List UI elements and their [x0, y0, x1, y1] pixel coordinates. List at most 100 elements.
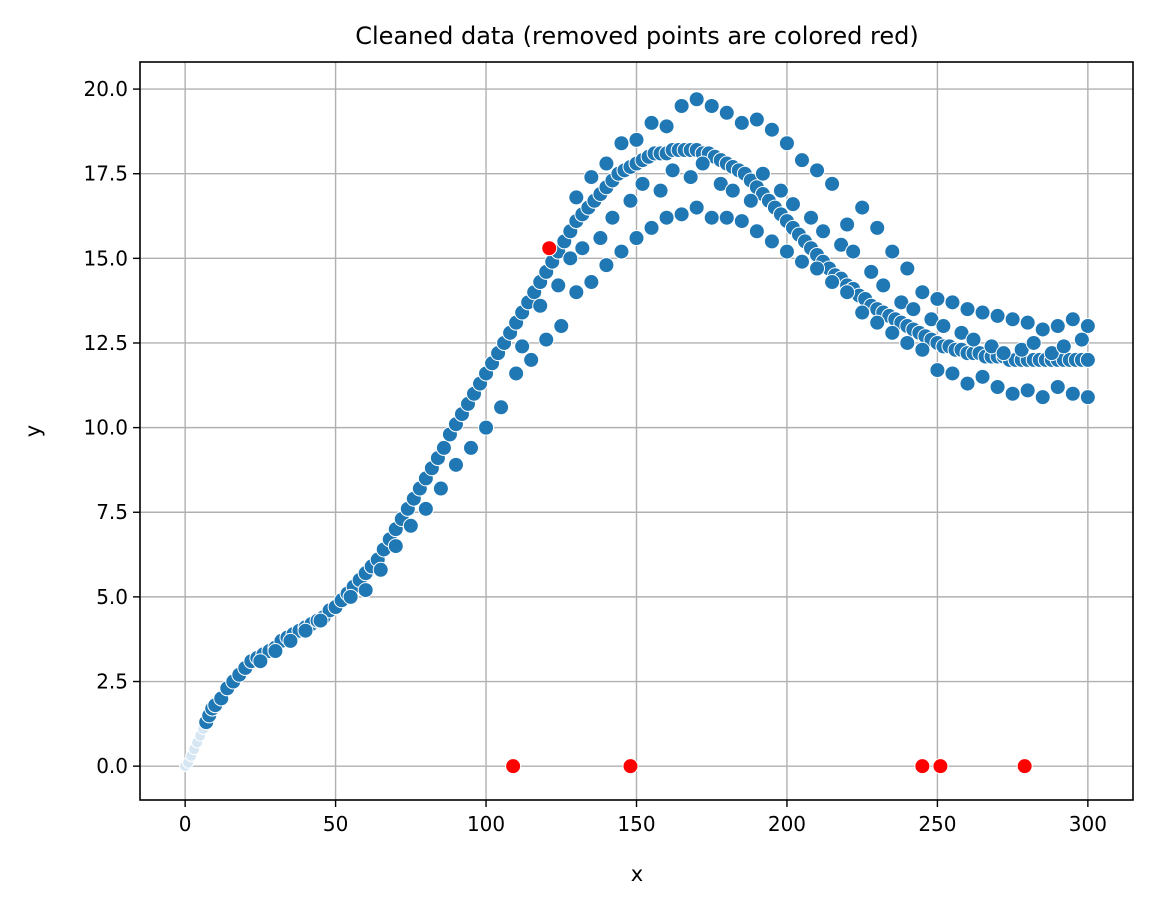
kept-data-point — [1004, 385, 1021, 402]
kept-data-point — [724, 182, 741, 199]
kept-data-point — [763, 121, 780, 138]
kept-data-point — [508, 365, 525, 382]
kept-data-point — [628, 131, 645, 148]
kept-data-point — [854, 199, 871, 216]
kept-data-point — [1079, 351, 1096, 368]
kept-data-point — [989, 307, 1006, 324]
kept-data-point — [718, 104, 735, 121]
kept-data-point — [703, 209, 720, 226]
x-axis-label: x — [631, 862, 643, 886]
kept-data-point — [712, 175, 729, 192]
kept-data-point — [538, 331, 555, 348]
kept-data-point — [1079, 318, 1096, 335]
kept-data-point — [944, 365, 961, 382]
y-tick-label: 12.5 — [83, 331, 128, 355]
kept-data-point — [959, 375, 976, 392]
kept-data-point — [884, 324, 901, 341]
kept-data-point — [613, 135, 630, 152]
kept-data-point — [1064, 311, 1081, 328]
kept-data-point — [742, 192, 759, 209]
kept-data-point — [387, 538, 404, 555]
data-points — [179, 91, 1096, 775]
kept-data-point — [959, 301, 976, 318]
kept-data-point — [664, 162, 681, 179]
kept-data-point — [1034, 321, 1051, 338]
kept-data-point — [784, 196, 801, 213]
kept-data-point — [824, 175, 841, 192]
x-tick-label: 100 — [467, 812, 505, 836]
y-axis-ticks: 0.0 2.5 5.0 7.5 10.0 12.5 15.0 17.5 20.0 — [83, 77, 140, 778]
kept-data-point — [652, 182, 669, 199]
kept-data-point — [604, 209, 621, 226]
kept-data-point — [718, 209, 735, 226]
kept-data-point — [592, 230, 609, 247]
kept-data-point — [622, 192, 639, 209]
kept-data-point — [312, 612, 329, 629]
kept-data-point — [905, 301, 922, 318]
kept-data-point — [803, 209, 820, 226]
removed-data-point — [622, 758, 639, 775]
kept-data-point — [884, 243, 901, 260]
x-tick-label: 250 — [918, 812, 956, 836]
kept-data-point — [514, 338, 531, 355]
kept-data-point — [869, 219, 886, 236]
kept-data-point — [1043, 345, 1060, 362]
kept-data-point — [914, 341, 931, 358]
kept-data-point — [748, 111, 765, 128]
kept-data-point — [733, 114, 750, 131]
chart-title: Cleaned data (removed points are colored… — [355, 22, 918, 50]
kept-data-point — [899, 260, 916, 277]
kept-data-point — [463, 439, 479, 456]
kept-data-point — [974, 368, 991, 385]
kept-data-point — [794, 253, 810, 270]
removed-data-point — [1016, 758, 1033, 775]
x-tick-label: 50 — [323, 812, 348, 836]
kept-data-point — [953, 324, 970, 341]
y-tick-label: 5.0 — [96, 585, 128, 609]
kept-data-point — [1049, 378, 1066, 395]
y-tick-label: 20.0 — [83, 77, 128, 101]
kept-data-point — [574, 240, 591, 257]
kept-data-point — [643, 219, 660, 236]
kept-data-point — [748, 223, 765, 240]
kept-data-point — [478, 419, 495, 436]
kept-data-point — [673, 98, 690, 115]
kept-data-point — [772, 182, 789, 199]
kept-data-point — [673, 206, 690, 223]
kept-data-point — [763, 233, 780, 250]
kept-data-point — [1019, 382, 1036, 399]
kept-data-point — [694, 155, 711, 172]
kept-data-point — [357, 582, 374, 599]
kept-data-point — [914, 284, 931, 301]
removed-data-point — [541, 240, 558, 257]
kept-data-point — [568, 284, 585, 301]
kept-data-point — [613, 243, 630, 260]
kept-data-point — [965, 331, 982, 348]
kept-data-point — [550, 277, 567, 294]
removed-data-point — [932, 758, 949, 775]
x-tick-label: 0 — [179, 812, 192, 836]
kept-data-point — [923, 311, 940, 328]
kept-data-point — [658, 118, 675, 135]
kept-data-point — [282, 632, 299, 649]
kept-data-point — [493, 399, 510, 416]
kept-data-point — [297, 622, 314, 639]
kept-data-point — [809, 162, 826, 179]
kept-data-point — [1019, 314, 1036, 331]
x-axis-ticks: 0 50 100 150 200 250 300 — [179, 800, 1107, 836]
kept-data-point — [432, 480, 449, 497]
y-tick-label: 17.5 — [83, 162, 128, 186]
kept-data-point — [869, 314, 886, 331]
kept-data-point — [929, 290, 946, 307]
kept-data-point — [628, 230, 645, 247]
kept-data-point — [402, 517, 419, 534]
kept-data-point — [989, 378, 1006, 395]
kept-data-point — [815, 223, 832, 240]
kept-data-point — [995, 345, 1012, 362]
y-tick-label: 15.0 — [83, 246, 128, 270]
kept-data-point — [899, 334, 916, 351]
kept-data-point — [845, 243, 862, 260]
kept-data-point — [833, 236, 850, 253]
kept-data-point — [598, 155, 615, 172]
